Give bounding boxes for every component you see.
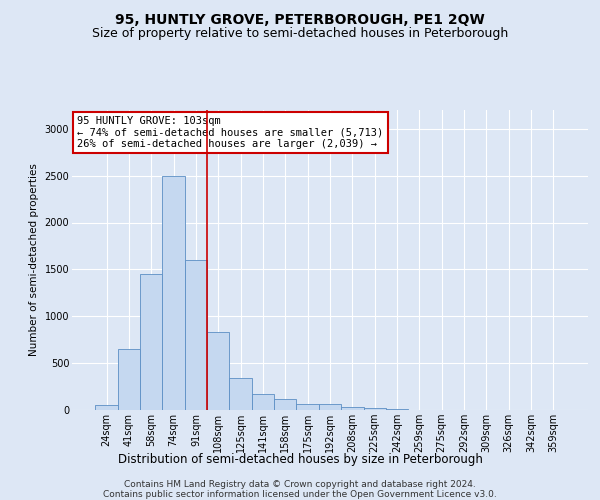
Bar bbox=[252, 394, 274, 410]
Text: Contains public sector information licensed under the Open Government Licence v3: Contains public sector information licen… bbox=[103, 490, 497, 499]
Text: 95 HUNTLY GROVE: 103sqm
← 74% of semi-detached houses are smaller (5,713)
26% of: 95 HUNTLY GROVE: 103sqm ← 74% of semi-de… bbox=[77, 116, 383, 149]
Text: Distribution of semi-detached houses by size in Peterborough: Distribution of semi-detached houses by … bbox=[118, 452, 482, 466]
Y-axis label: Number of semi-detached properties: Number of semi-detached properties bbox=[29, 164, 39, 356]
Bar bbox=[364, 408, 386, 410]
Bar bbox=[140, 274, 163, 410]
Text: 95, HUNTLY GROVE, PETERBOROUGH, PE1 2QW: 95, HUNTLY GROVE, PETERBOROUGH, PE1 2QW bbox=[115, 12, 485, 26]
Bar bbox=[207, 332, 229, 410]
Bar bbox=[319, 404, 341, 410]
Bar bbox=[185, 260, 207, 410]
Text: Contains HM Land Registry data © Crown copyright and database right 2024.: Contains HM Land Registry data © Crown c… bbox=[124, 480, 476, 489]
Bar bbox=[229, 378, 252, 410]
Bar bbox=[341, 406, 364, 410]
Bar bbox=[163, 176, 185, 410]
Bar bbox=[296, 404, 319, 410]
Bar bbox=[95, 406, 118, 410]
Text: Size of property relative to semi-detached houses in Peterborough: Size of property relative to semi-detach… bbox=[92, 28, 508, 40]
Bar bbox=[118, 349, 140, 410]
Bar bbox=[386, 409, 408, 410]
Bar bbox=[274, 399, 296, 410]
